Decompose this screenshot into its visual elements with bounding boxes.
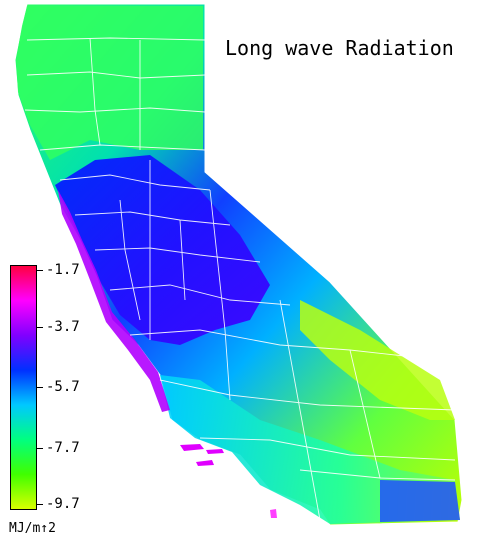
- county-boundaries: [24, 37, 456, 521]
- desert-region: [300, 300, 455, 420]
- legend-tick-label: -7.7: [46, 440, 80, 456]
- legend-tick-label: -9.7: [46, 496, 80, 512]
- southeast-region: [380, 480, 460, 522]
- legend-tick: [37, 448, 43, 449]
- legend-tick-label: -5.7: [46, 379, 80, 395]
- legend-tick: [37, 387, 43, 388]
- legend-tick-label: -1.7: [46, 262, 80, 278]
- legend-color-bar: [10, 265, 37, 510]
- north-region: [16, 6, 203, 160]
- map-title: Long wave Radiation: [225, 36, 454, 60]
- legend-tick: [37, 327, 43, 328]
- legend-units: MJ/m↑2: [9, 521, 56, 536]
- legend-tick-label: -3.7: [46, 319, 80, 335]
- island-4: [270, 509, 277, 518]
- island-3: [196, 460, 214, 466]
- legend-tick: [37, 504, 43, 505]
- legend-tick: [37, 270, 43, 271]
- island-1: [180, 444, 204, 451]
- island-2: [206, 449, 224, 454]
- coastal-strip: [58, 190, 170, 412]
